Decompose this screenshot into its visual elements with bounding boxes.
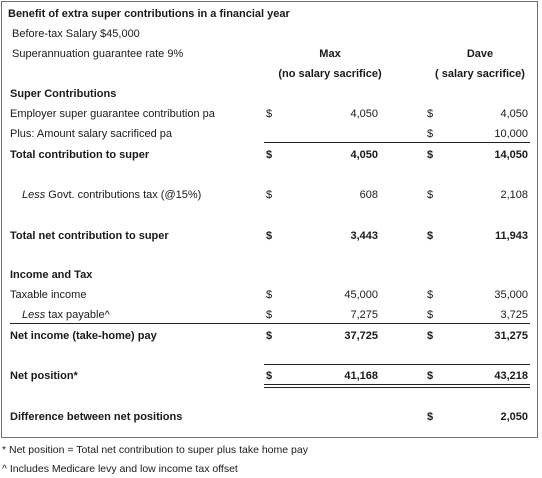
currency-sign: $	[266, 330, 273, 342]
currency-sign: $	[266, 230, 273, 242]
currency-sign: $	[427, 309, 434, 321]
value-dave: 2,050	[500, 411, 528, 423]
value-dave: 10,000	[494, 128, 528, 140]
currency-sign: $	[427, 189, 434, 201]
value-dave: 11,943	[494, 230, 528, 242]
column-header-max: Max	[319, 48, 341, 60]
row-label: Taxable income	[10, 289, 87, 301]
value-max: 4,050	[350, 108, 378, 120]
column-subheader-dave: ( salary sacrifice)	[435, 68, 525, 80]
value-dave: 31,275	[494, 330, 528, 342]
row-label: Difference between net positions	[10, 411, 183, 423]
value-dave: 2,108	[500, 189, 528, 201]
currency-sign: $	[266, 189, 273, 201]
net-position-double-rule	[264, 384, 530, 388]
row-label: Net position*	[10, 370, 78, 382]
table-frame	[1, 1, 538, 438]
currency-sign: $	[266, 309, 273, 321]
value-dave: 43,218	[494, 370, 528, 382]
currency-sign: $	[266, 108, 273, 120]
currency-sign: $	[427, 330, 434, 342]
footnote-net-position: * Net position = Total net contribution …	[2, 444, 308, 456]
currency-sign: $	[427, 289, 434, 301]
row-label: Total contribution to super	[10, 149, 150, 161]
value-max: 45,000	[344, 289, 378, 301]
value-max: 3,443	[350, 230, 378, 242]
net-position-top-rule	[264, 364, 530, 365]
row-label: Total net contribution to super	[10, 230, 169, 242]
table-heading: Benefit of extra super contributions in …	[8, 8, 290, 20]
column-subheader-max: (no salary sacrifice)	[278, 68, 382, 80]
value-max: 37,725	[344, 330, 378, 342]
rate-line: Superannuation guarantee rate 9%	[12, 48, 184, 60]
value-max: 608	[359, 189, 378, 201]
currency-sign: $	[266, 289, 273, 301]
value-dave: 3,725	[500, 309, 528, 321]
column-header-dave: Dave	[466, 48, 494, 60]
value-dave: 4,050	[500, 108, 528, 120]
row-label: Plus: Amount salary sacrificed pa	[10, 128, 173, 140]
section-income-and-tax: Income and Tax	[10, 269, 93, 281]
currency-sign: $	[427, 128, 434, 140]
currency-sign: $	[427, 230, 434, 242]
currency-sign: $	[427, 370, 434, 382]
currency-sign: $	[427, 411, 434, 423]
salary-line: Before-tax Salary $45,000	[12, 28, 140, 40]
row-label: Less Govt. contributions tax (@15%)	[22, 189, 202, 201]
footnote-medicare: ^ Includes Medicare levy and low income …	[2, 463, 238, 475]
currency-sign: $	[427, 108, 434, 120]
row-label: Employer super guarantee contribution pa	[10, 108, 215, 120]
currency-sign: $	[266, 149, 273, 161]
currency-sign: $	[427, 149, 434, 161]
value-max: 7,275	[350, 309, 378, 321]
value-max: 41,168	[344, 370, 378, 382]
income-rule	[10, 323, 530, 324]
value-dave: 14,050	[494, 149, 528, 161]
section-super-contributions: Super Contributions	[10, 88, 117, 100]
currency-sign: $	[266, 370, 273, 382]
value-dave: 35,000	[494, 289, 528, 301]
row-label: Less tax payable^	[22, 309, 110, 321]
subtotal-rule	[264, 142, 530, 143]
value-max: 4,050	[350, 149, 378, 161]
row-label: Net income (take-home) pay	[10, 330, 157, 342]
